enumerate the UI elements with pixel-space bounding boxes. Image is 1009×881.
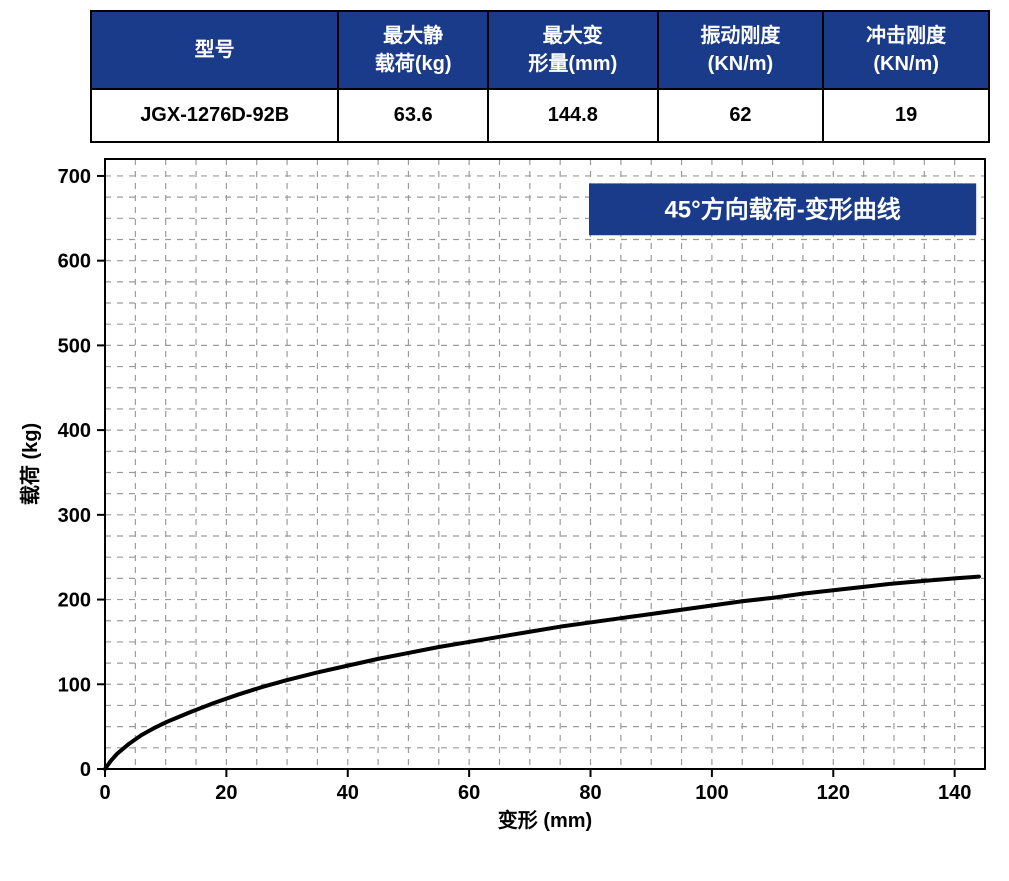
table-body: JGX-1276D-92B63.6144.86219 [91,89,989,142]
x-tick-label: 80 [579,782,601,804]
header-text: 最大静 [383,25,443,47]
table-cell: 144.8 [488,89,658,142]
header-text: 型号 [195,39,235,61]
chart-svg: 0 20 40 60 80 100 120 140 0 100 200 300 400 500 600 700… [10,149,999,844]
y-tick-label: 0 [80,759,91,781]
x-tick-label: 40 [337,782,359,804]
plot-background [105,159,985,769]
table-header-cell: 振动刚度 (KN/m) [658,11,824,89]
table-header-cell: 最大变形量(mm) [488,11,658,89]
table-cell: JGX-1276D-92B [91,89,338,142]
x-tick-label: 60 [458,782,480,804]
y-tick-label: 700 [58,166,91,188]
table-cell: 63.6 [338,89,488,142]
x-tick-label: 0 [99,782,110,804]
y-tick-label: 600 [58,251,91,273]
table-header-cell: 冲击刚度 (KN/m) [823,11,989,89]
table-header-row: 型号最大静载荷(kg)最大变形量(mm)振动刚度(KN/m)冲击刚度(KN/m) [91,11,989,89]
y-axis-label: 载荷 (kg) [18,423,42,505]
y-tick-label: 200 [58,590,91,612]
header-text: 冲击刚度 [866,25,946,47]
x-tick-label: 20 [215,782,237,804]
table-header-cell: 型号 [91,11,338,89]
x-tick-label: 120 [817,782,850,804]
header-text: (KN/m) [873,53,939,75]
y-tick-label: 400 [58,420,91,442]
table-row: JGX-1276D-92B63.6144.86219 [91,89,989,142]
y-tick-label: 500 [58,335,91,357]
x-tick-label: 140 [938,782,971,804]
spec-table: 型号最大静载荷(kg)最大变形量(mm)振动刚度(KN/m)冲击刚度(KN/m)… [90,10,990,143]
header-text: 最大变 [543,25,603,47]
table-cell: 62 [658,89,824,142]
table-cell: 19 [823,89,989,142]
header-text: 振动刚度 [700,25,780,47]
y-tick-label: 300 [58,505,91,527]
header-text: 载荷(kg) [375,53,452,75]
x-axis-label: 变形 (mm) [498,808,592,832]
load-deformation-chart: 0 20 40 60 80 100 120 140 0 100 200 300 400 500 600 700… [10,149,999,849]
header-text: (KN/m) [708,53,774,75]
chart-title-text: 45°方向载荷-变形曲线 [664,196,900,224]
x-tick-label: 100 [695,782,728,804]
y-tick-label: 100 [58,674,91,696]
table-header-cell: 最大静载荷(kg) [338,11,488,89]
header-text: 形量(mm) [528,53,617,75]
